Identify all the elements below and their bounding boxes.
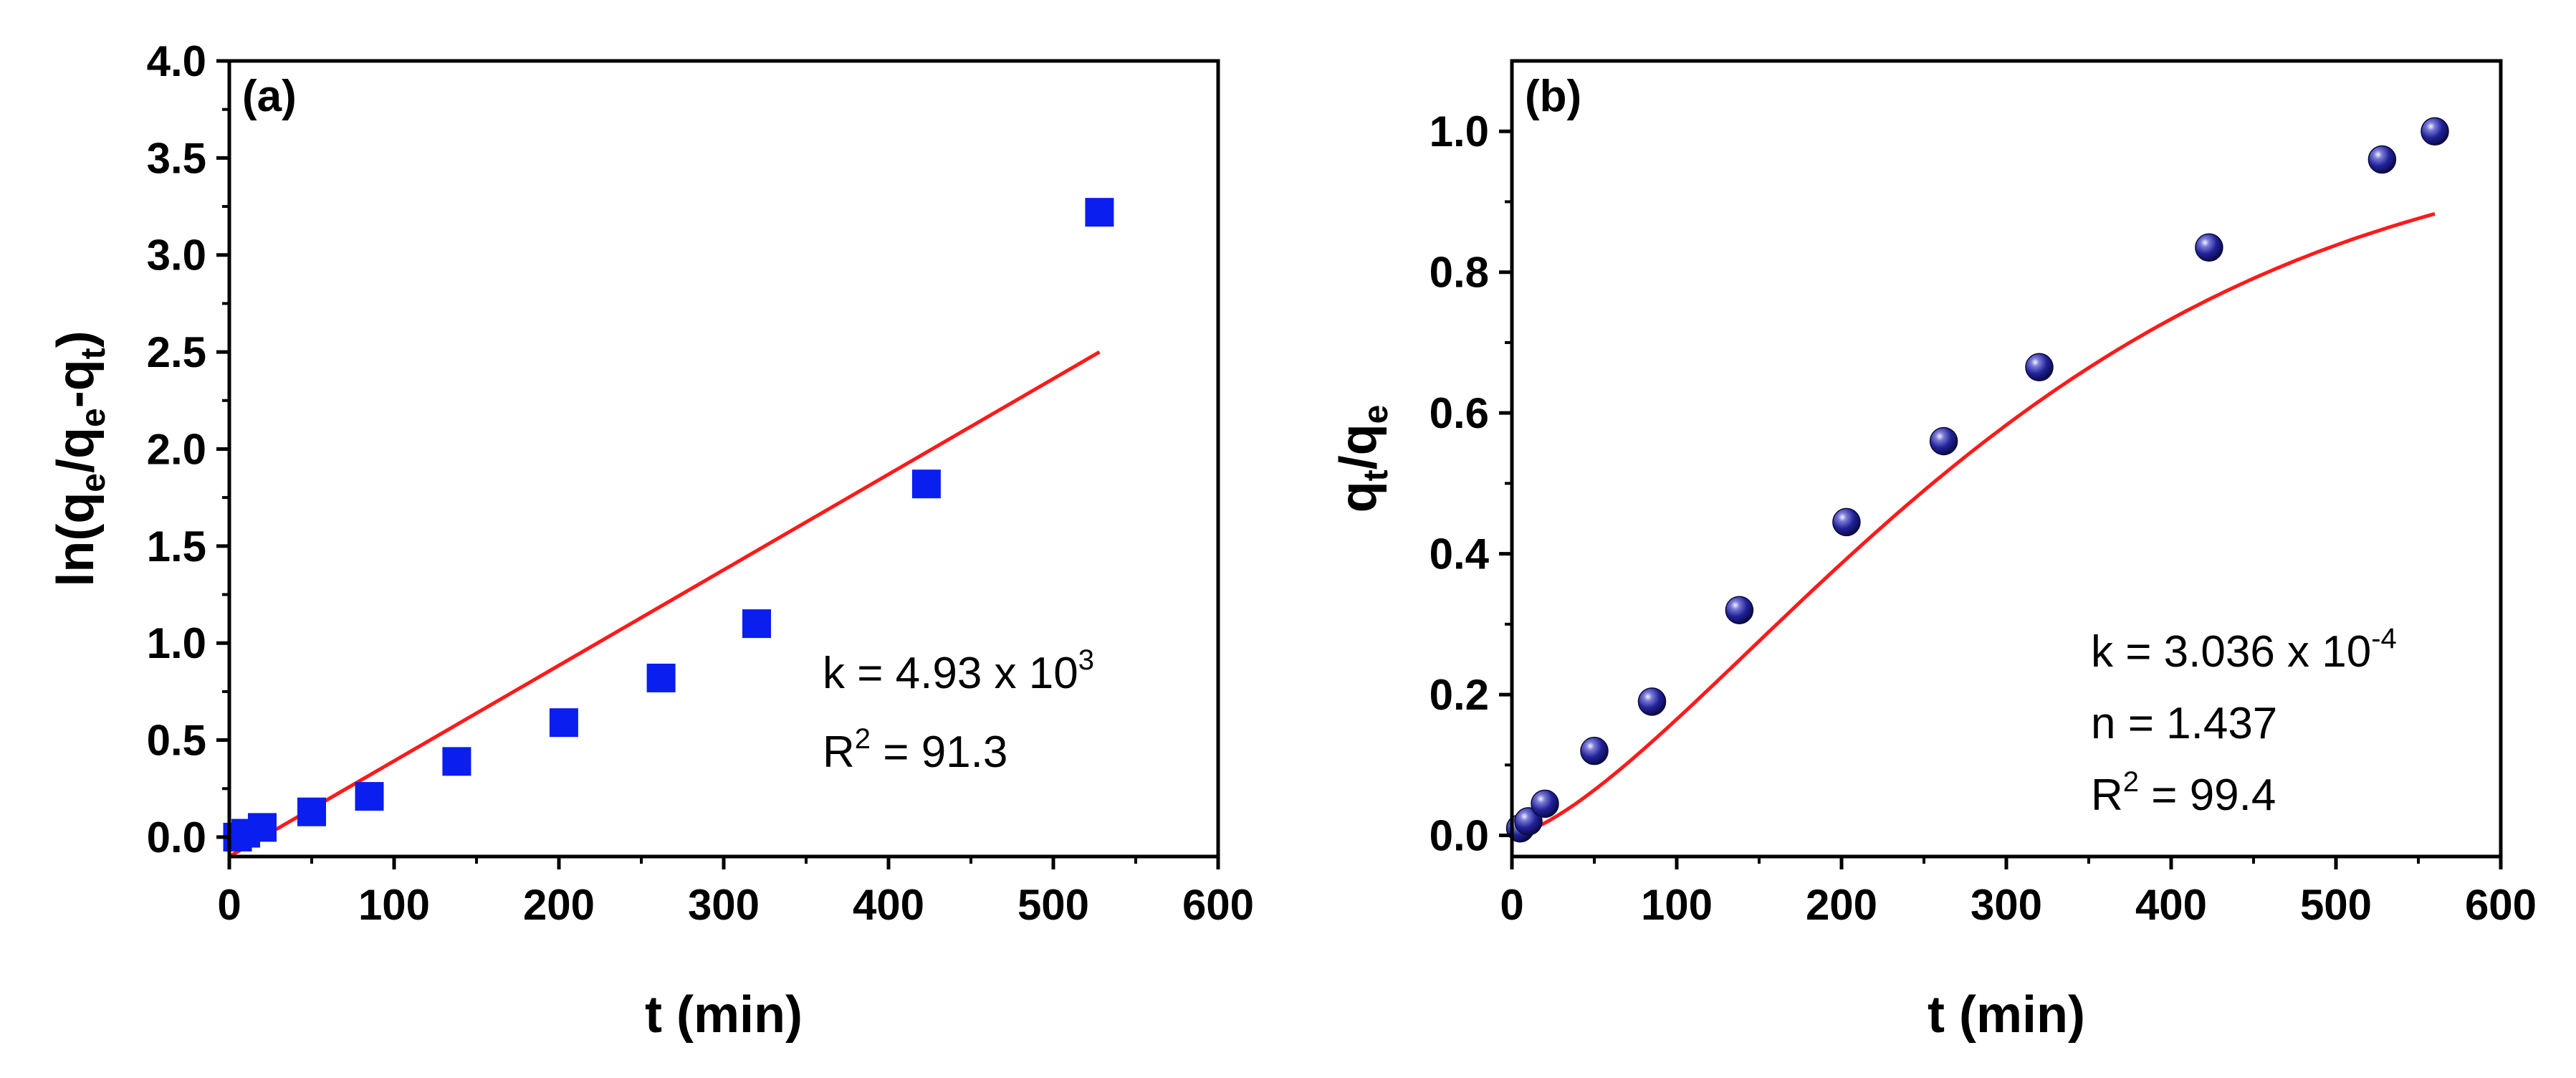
panel-b-fit-curve [1511, 211, 2436, 837]
data-point [1580, 736, 1609, 765]
x-tick-label: 200 [523, 881, 595, 929]
y-tick-label: 0.0 [1430, 812, 1489, 860]
x-tick-label: 400 [2135, 881, 2207, 929]
x-tick-label: 200 [1806, 881, 1877, 929]
data-point [1637, 687, 1667, 716]
data-point [549, 708, 578, 738]
panel-a-annotation: k = 4.93 x 103 R2 = 91.3 [823, 644, 1094, 777]
panel-b-y-axis-title: qt/qe [1330, 405, 1395, 513]
data-point [1929, 426, 1958, 456]
x-tick-label: 500 [1018, 881, 1089, 929]
y-tick-label: 0.8 [1430, 249, 1489, 297]
x-tick-label: 600 [1182, 881, 1254, 929]
data-point [1514, 807, 1543, 836]
panel-b-x-axis-title: t (min) [1928, 986, 2085, 1044]
panel-a-y-axis-title: ln(qe/qe-qt) [47, 330, 112, 586]
y-tick-label: 0.4 [1430, 530, 1490, 578]
x-tick-label: 0 [1500, 881, 1523, 929]
data-point [1085, 198, 1114, 227]
y-tick-label: 0.2 [1430, 671, 1489, 719]
panel-a: 0 100 200 300 400 500 600 0.0 0.5 1.0 1.5 2.0 2.5 3.… [47, 37, 1254, 1044]
data-point [442, 747, 471, 776]
y-tick-label: 1.0 [1430, 108, 1489, 156]
data-point [355, 782, 384, 811]
panel-a-x-axis-title: t (min) [645, 986, 803, 1044]
annotation-line: k = 4.93 x 103 [823, 644, 1094, 698]
panel-a-y-ticks: 0.0 0.5 1.0 1.5 2.0 2.5 3.0 3.5 4.0 [147, 37, 229, 862]
x-tick-label: 300 [1971, 881, 2042, 929]
x-tick-label: 300 [688, 881, 760, 929]
panel-b-label: (b) [1525, 72, 1581, 121]
panel-b-x-ticks: 0 100 200 300 400 500 600 [1500, 857, 2537, 929]
data-point [1725, 596, 1754, 624]
y-tick-label: 2.0 [147, 425, 206, 473]
x-tick-label: 500 [2300, 881, 2372, 929]
y-tick-label: 4.0 [147, 37, 206, 85]
data-point [646, 663, 676, 692]
y-tick-label: 3.5 [147, 134, 206, 182]
panel-b: 0 100 200 300 400 500 600 0.0 0.2 0.4 0.6 0.8 1.0 (… [1330, 59, 2537, 1044]
x-tick-label: 100 [1641, 881, 1713, 929]
annotation-line: R2 = 99.4 [2091, 766, 2276, 820]
y-tick-label: 1.5 [147, 523, 206, 571]
data-point [248, 813, 277, 842]
annotation-line: R2 = 91.3 [823, 723, 1007, 777]
data-point [297, 797, 326, 826]
y-tick-label: 1.0 [147, 619, 206, 667]
panel-a-axes-frame [227, 59, 1220, 859]
x-tick-label: 400 [853, 881, 924, 929]
y-tick-label: 0.6 [1430, 389, 1489, 437]
data-point [2195, 233, 2223, 262]
x-tick-label: 600 [2465, 881, 2537, 929]
x-tick-label: 100 [358, 881, 430, 929]
annotation-line: n = 1.437 [2091, 699, 2277, 748]
panel-a-x-ticks: 0 100 200 300 400 500 600 [217, 857, 1254, 929]
data-point [2367, 145, 2397, 174]
x-tick-label: 0 [217, 881, 241, 929]
panel-b-y-ticks: 0.0 0.2 0.4 0.6 0.8 1.0 [1430, 108, 1512, 860]
panel-b-axes-frame [1510, 59, 2503, 859]
data-point [1832, 507, 1861, 537]
y-tick-label: 3.0 [147, 232, 206, 280]
y-tick-label: 0.5 [147, 717, 206, 765]
data-point [742, 609, 771, 639]
y-tick-label: 0.0 [147, 814, 206, 862]
data-point [1531, 789, 1559, 819]
panel-a-label: (a) [242, 72, 297, 121]
panel-a-fit-line [228, 350, 1101, 859]
data-point [2025, 353, 2054, 382]
panel-a-plot-area [223, 198, 1114, 859]
y-tick-label: 2.5 [147, 328, 206, 376]
panel-a-data-points [223, 198, 1114, 852]
annotation-line: k = 3.036 x 10-4 [2091, 623, 2397, 677]
panel-b-annotation: k = 3.036 x 10-4 n = 1.437 R2 = 99.4 [2091, 623, 2397, 820]
data-point [2421, 117, 2449, 146]
fit-line [1511, 211, 2436, 837]
fit-line [228, 350, 1101, 859]
panel-b-plot-area [1505, 117, 2449, 843]
panel-b-data-points [1505, 117, 2449, 843]
data-point [911, 469, 941, 499]
